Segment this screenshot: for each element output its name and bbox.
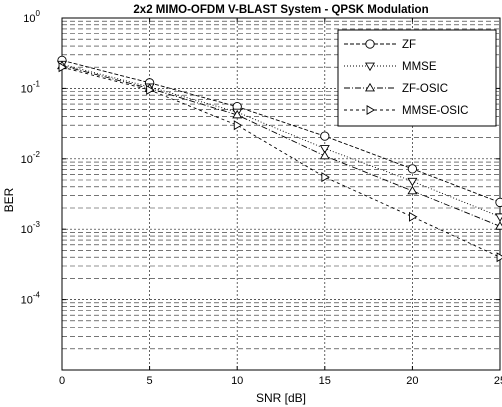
x-tick-label: 0 [59, 375, 65, 387]
data-point-zf-osic [407, 185, 418, 195]
x-tick-label: 25 [494, 375, 502, 387]
y-axis-label: BER [2, 187, 16, 212]
data-point-zf-osic [319, 150, 330, 160]
legend-marker-zf-osic [365, 82, 375, 92]
data-point-zf [495, 197, 502, 208]
data-point-mmse-osic [409, 211, 418, 222]
legend-label-mmse: MMSE [402, 61, 437, 73]
legend-marker-mmse [365, 62, 375, 72]
legend-label-mmse-osic: MMSE-OSIC [402, 105, 468, 117]
series-line-mmse [61, 63, 501, 218]
y-tick-label: 10-1 [21, 79, 41, 95]
data-point-mmse [495, 213, 502, 222]
x-tick-label: 5 [147, 375, 153, 387]
data-point-mmse [319, 145, 330, 154]
y-tick-label: 10-2 [21, 150, 41, 166]
legend-label-zf: ZF [402, 39, 416, 51]
data-point-mmse-osic [321, 172, 330, 183]
y-tick-label: 10-4 [21, 291, 41, 307]
series-line-mmse-osic [61, 66, 501, 258]
x-tick-label: 10 [231, 375, 243, 387]
data-point-zf-osic [495, 221, 502, 230]
series-line-zf-osic [61, 65, 501, 227]
data-point-mmse [407, 177, 418, 187]
series-line-zf [61, 59, 501, 203]
tick-marks [61, 17, 501, 370]
legend-label-zf-osic: ZF-OSIC [402, 83, 448, 95]
legend-marker-mmse-osic [366, 105, 376, 115]
y-tick-label: 100 [23, 9, 40, 25]
y-tick-label: 10-3 [21, 220, 41, 236]
chart-title: 2x2 MIMO-OFDM V-BLAST System - QPSK Modu… [133, 4, 428, 16]
plot-frame [61, 17, 501, 371]
data-point-mmse-osic [146, 84, 155, 95]
data-point-zf-osic [232, 109, 243, 119]
data-point-mmse-osic [58, 62, 68, 73]
legend-marker-zf [365, 39, 375, 49]
data-point-mmse-osic [496, 252, 502, 263]
x-tick-label: 15 [319, 375, 331, 387]
data-point-mmse-osic [233, 120, 243, 131]
grid-lines [61, 17, 501, 370]
x-axis-label: SNR [dB] [256, 391, 306, 405]
data-point-zf [407, 164, 418, 174]
x-tick-label: 20 [406, 375, 418, 387]
series-mmse-osic [58, 62, 502, 263]
legend: ZF MMSE ZF-OSIC MMSE-OSIC [337, 29, 497, 127]
data-point-zf [320, 131, 330, 141]
